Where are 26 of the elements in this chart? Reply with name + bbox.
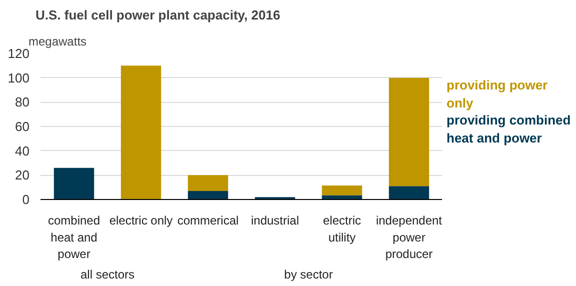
- x-tick-label: industrial: [250, 214, 300, 228]
- x-tick-label: independent power producer: [376, 214, 443, 262]
- bar: [322, 195, 362, 200]
- series-label: providing power only: [446, 78, 548, 110]
- bar: [188, 175, 228, 191]
- bar: [322, 186, 362, 196]
- y-tick-label: 0: [22, 192, 30, 207]
- text: by sector: [284, 268, 333, 282]
- y-tick-label: 80: [15, 94, 30, 110]
- y-tick-label: 40: [15, 143, 30, 158]
- text: providing combined heat and power: [446, 112, 571, 146]
- y-tick-label: 20: [15, 168, 30, 183]
- bar: [54, 168, 94, 200]
- y-tick-label: 120: [8, 46, 30, 61]
- bar: [188, 190, 228, 200]
- y-tick-label: 60: [15, 119, 30, 134]
- text: all sectors: [80, 268, 135, 282]
- chart-title: U.S. fuel cell power plant capacity, 2016: [36, 8, 280, 22]
- y-axis-title: megawatts: [28, 34, 87, 48]
- x-tick-label: electric utility: [322, 214, 362, 244]
- x-tick-label: commerical: [177, 214, 239, 228]
- bar: [120, 66, 162, 200]
- bar: [388, 186, 430, 200]
- bar: [388, 78, 430, 186]
- x-tick-label: electric only: [109, 214, 173, 228]
- y-tick-label: 100: [8, 70, 30, 86]
